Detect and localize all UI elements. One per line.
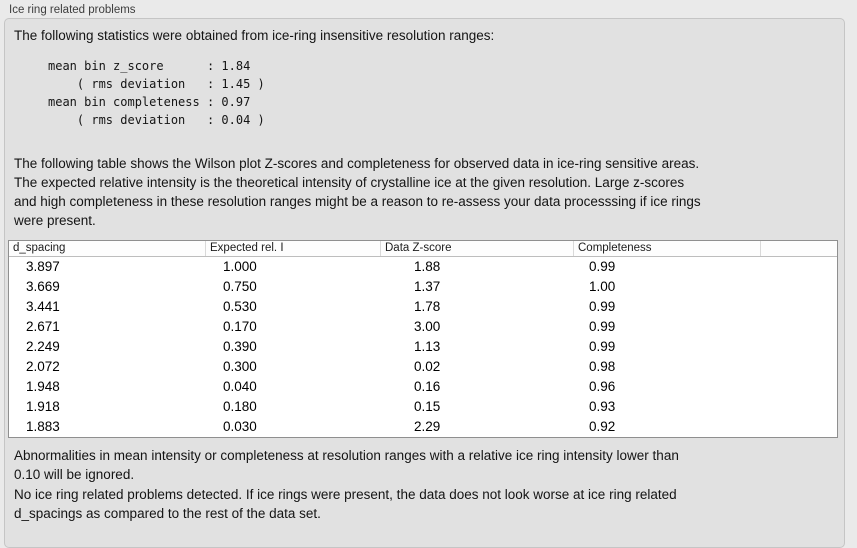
table-row[interactable]: 3.669 0.750 1.37 1.00 — [9, 277, 837, 297]
cell-data-z-score: 0.15 — [414, 399, 441, 414]
cell-d-spacing: 2.249 — [26, 339, 60, 354]
table-row[interactable]: 1.918 0.180 0.15 0.93 — [9, 397, 837, 417]
table-row[interactable]: 2.671 0.170 3.00 0.99 — [9, 317, 837, 337]
cell-data-z-score: 1.37 — [414, 279, 441, 294]
cell-expected-rel-i: 0.750 — [223, 279, 257, 294]
table-row[interactable]: 3.441 0.530 1.78 0.99 — [9, 297, 837, 317]
cell-expected-rel-i: 0.530 — [223, 299, 257, 314]
cell-data-z-score: 1.78 — [414, 299, 441, 314]
cell-completeness: 1.00 — [589, 279, 616, 294]
table-header-row: d_spacing Expected rel. I Data Z-score C… — [9, 241, 837, 257]
cell-expected-rel-i: 0.300 — [223, 359, 257, 374]
column-header-data-z-score[interactable]: Data Z-score — [381, 241, 574, 256]
column-header-expected-rel-i[interactable]: Expected rel. I — [206, 241, 381, 256]
cell-completeness: 0.99 — [589, 319, 616, 334]
cell-d-spacing: 2.671 — [26, 319, 60, 334]
intro-text: The following statistics were obtained f… — [14, 28, 495, 43]
cell-completeness: 0.98 — [589, 359, 616, 374]
cell-data-z-score: 0.16 — [414, 379, 441, 394]
cell-expected-rel-i: 0.040 — [223, 379, 257, 394]
cell-d-spacing: 2.072 — [26, 359, 60, 374]
ice-ring-panel: { "panel": { "group_label": "Ice ring re… — [4, 4, 845, 548]
group-box-title: Ice ring related problems — [9, 4, 136, 16]
cell-d-spacing: 3.669 — [26, 279, 60, 294]
cell-expected-rel-i: 0.390 — [223, 339, 257, 354]
table-description-text: The following table shows the Wilson plo… — [14, 156, 701, 228]
cell-completeness: 0.92 — [589, 419, 616, 434]
table-row[interactable]: 2.249 0.390 1.13 0.99 — [9, 337, 837, 357]
cell-data-z-score: 3.00 — [414, 319, 441, 334]
cell-d-spacing: 1.883 — [26, 419, 60, 434]
cell-completeness: 0.99 — [589, 339, 616, 354]
stats-block: mean bin z_score : 1.84 ( rms deviation … — [48, 57, 265, 129]
cell-completeness: 0.96 — [589, 379, 616, 394]
stat-mean-bin-z-score: mean bin z_score : 1.84 — [48, 59, 251, 73]
cell-data-z-score: 0.02 — [414, 359, 441, 374]
cell-d-spacing: 1.948 — [26, 379, 60, 394]
column-header-completeness[interactable]: Completeness — [574, 241, 761, 256]
ignore-threshold-note: Abnormalities in mean intensity or compl… — [14, 448, 679, 482]
ice-ring-table: d_spacing Expected rel. I Data Z-score C… — [8, 240, 838, 438]
cell-expected-rel-i: 1.000 — [223, 259, 257, 274]
table-row[interactable]: 3.897 1.000 1.88 0.99 — [9, 257, 837, 277]
table-row[interactable]: 2.072 0.300 0.02 0.98 — [9, 357, 837, 377]
conclusion-text: No ice ring related problems detected. I… — [14, 487, 677, 521]
cell-expected-rel-i: 0.180 — [223, 399, 257, 414]
table-row[interactable]: 1.948 0.040 0.16 0.96 — [9, 377, 837, 397]
cell-d-spacing: 3.897 — [26, 259, 60, 274]
column-header-spacer — [761, 241, 837, 256]
stat-completeness-rms-deviation: ( rms deviation : 0.04 ) — [48, 113, 265, 127]
cell-data-z-score: 1.13 — [414, 339, 441, 354]
cell-completeness: 0.99 — [589, 299, 616, 314]
stat-mean-bin-completeness: mean bin completeness : 0.97 — [48, 95, 251, 109]
cell-d-spacing: 1.918 — [26, 399, 60, 414]
cell-data-z-score: 2.29 — [414, 419, 441, 434]
cell-completeness: 0.99 — [589, 259, 616, 274]
table-row[interactable]: 1.883 0.030 2.29 0.92 — [9, 417, 837, 437]
column-header-d-spacing[interactable]: d_spacing — [9, 241, 206, 256]
cell-completeness: 0.93 — [589, 399, 616, 414]
cell-data-z-score: 1.88 — [414, 259, 441, 274]
cell-expected-rel-i: 0.170 — [223, 319, 257, 334]
cell-expected-rel-i: 0.030 — [223, 419, 257, 434]
cell-d-spacing: 3.441 — [26, 299, 60, 314]
stat-z-score-rms-deviation: ( rms deviation : 1.45 ) — [48, 77, 265, 91]
